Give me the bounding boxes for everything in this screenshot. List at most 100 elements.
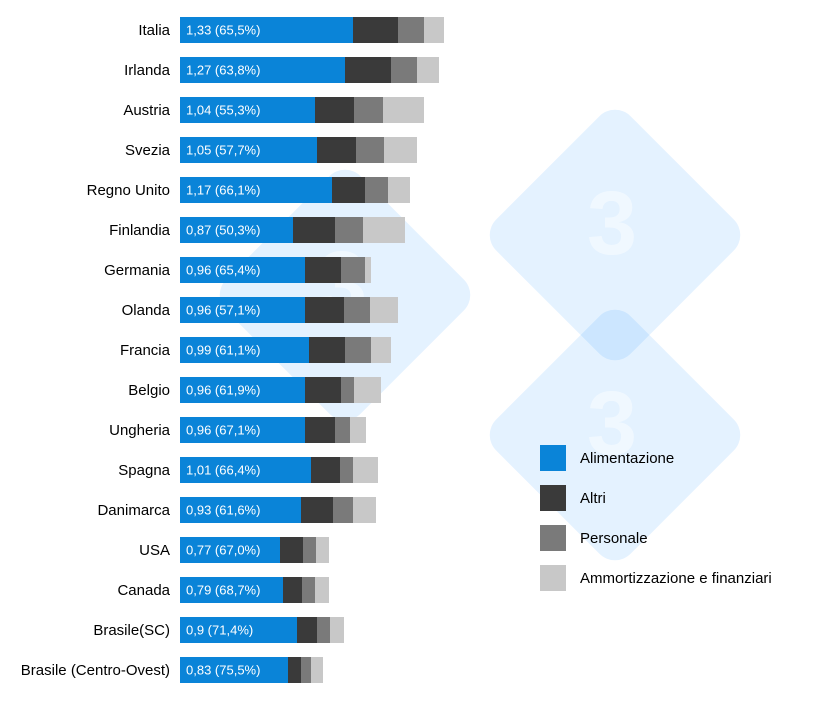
bar: 1,01 (66,4%) bbox=[180, 457, 378, 483]
legend-swatch bbox=[540, 485, 566, 511]
bar-segment bbox=[353, 497, 376, 523]
legend-item: Altri bbox=[540, 478, 772, 518]
chart-row: Finlandia 0,87 (50,3%) bbox=[0, 210, 550, 250]
bar-segment bbox=[288, 657, 301, 683]
bar-value-label: 0,83 (75,5%) bbox=[186, 663, 260, 678]
bar: 1,05 (57,7%) bbox=[180, 137, 417, 163]
bar-segment bbox=[297, 617, 317, 643]
bar-segment bbox=[365, 177, 388, 203]
chart-row: Francia 0,99 (61,1%) bbox=[0, 330, 550, 370]
row-label: Belgio bbox=[0, 382, 180, 399]
bar: 0,77 (67,0%) bbox=[180, 537, 329, 563]
bar-value-label: 0,87 (50,3%) bbox=[186, 223, 260, 238]
bar-segment bbox=[302, 577, 315, 603]
bar-segment bbox=[305, 297, 344, 323]
bar-segment bbox=[332, 177, 365, 203]
row-label: Irlanda bbox=[0, 62, 180, 79]
bar-segment bbox=[383, 97, 425, 123]
legend-swatch bbox=[540, 445, 566, 471]
legend-swatch bbox=[540, 565, 566, 591]
bar-segment bbox=[335, 417, 351, 443]
chart-legend: Alimentazione Altri Personale Ammortizzazio… bbox=[540, 438, 772, 598]
bar-segment bbox=[424, 17, 444, 43]
chart-row: Brasile(SC)0,9 (71,4%) bbox=[0, 610, 550, 650]
bar-segment bbox=[315, 577, 329, 603]
bar-value-label: 1,01 (66,4%) bbox=[186, 463, 260, 478]
bar: 0,96 (65,4%) bbox=[180, 257, 371, 283]
bar-segment bbox=[354, 97, 383, 123]
row-label: Olanda bbox=[0, 302, 180, 319]
row-label: Italia bbox=[0, 22, 180, 39]
bar-segment bbox=[280, 537, 303, 563]
bar-segment bbox=[303, 537, 316, 563]
bar-value-label: 0,99 (61,1%) bbox=[186, 343, 260, 358]
chart-row: Svezia1,05 (57,7%) bbox=[0, 130, 550, 170]
bar: 0,96 (61,9%) bbox=[180, 377, 381, 403]
bar-segment bbox=[330, 617, 344, 643]
row-label: USA bbox=[0, 542, 180, 559]
bar: 1,33 (65,5%) bbox=[180, 17, 444, 43]
legend-label: Altri bbox=[580, 490, 606, 507]
bar-segment bbox=[371, 337, 391, 363]
legend-swatch bbox=[540, 525, 566, 551]
bar-segment bbox=[301, 497, 334, 523]
bar: 0,96 (67,1%) bbox=[180, 417, 366, 443]
chart-row: USA 0,77 (67,0%) bbox=[0, 530, 550, 570]
row-label: Austria bbox=[0, 102, 180, 119]
bar-segment bbox=[341, 377, 354, 403]
bar-segment bbox=[305, 257, 341, 283]
bar: 0,79 (68,7%) bbox=[180, 577, 329, 603]
bar-segment bbox=[388, 177, 410, 203]
bar-segment bbox=[311, 657, 323, 683]
legend-label: Alimentazione bbox=[580, 450, 674, 467]
bar-segment bbox=[391, 57, 417, 83]
legend-item: Personale bbox=[540, 518, 772, 558]
bar-segment bbox=[345, 57, 391, 83]
bar-segment bbox=[370, 297, 399, 323]
bar-segment bbox=[283, 577, 303, 603]
chart-row: Brasile (Centro-Ovest)0,83 (75,5%) bbox=[0, 650, 550, 690]
bar-segment bbox=[353, 457, 378, 483]
bar-segment bbox=[365, 257, 372, 283]
bar-value-label: 1,33 (65,5%) bbox=[186, 23, 260, 38]
bar-segment bbox=[309, 337, 345, 363]
bar-value-label: 0,9 (71,4%) bbox=[186, 623, 253, 638]
chart-row: Regno Unito 1,17 (66,1%) bbox=[0, 170, 550, 210]
bar-value-label: 0,96 (57,1%) bbox=[186, 303, 260, 318]
legend-label: Personale bbox=[580, 530, 648, 547]
chart-row: Austria1,04 (55,3%) bbox=[0, 90, 550, 130]
bar-value-label: 1,17 (66,1%) bbox=[186, 183, 260, 198]
bar-segment bbox=[354, 377, 381, 403]
bar-segment bbox=[398, 17, 424, 43]
chart-row: Canada0,79 (68,7%) bbox=[0, 570, 550, 610]
row-label: Spagna bbox=[0, 462, 180, 479]
chart-row: Irlanda1,27 (63,8%) bbox=[0, 50, 550, 90]
bar-value-label: 0,77 (67,0%) bbox=[186, 543, 260, 558]
legend-label: Ammortizzazione e finanziari bbox=[580, 570, 772, 587]
bar-value-label: 0,93 (61,6%) bbox=[186, 503, 260, 518]
bar-segment bbox=[384, 137, 417, 163]
legend-item: Alimentazione bbox=[540, 438, 772, 478]
bar-segment bbox=[344, 297, 370, 323]
bar-segment bbox=[293, 217, 335, 243]
bar-value-label: 0,79 (68,7%) bbox=[186, 583, 260, 598]
row-label: Regno Unito bbox=[0, 182, 180, 199]
bar-value-label: 0,96 (67,1%) bbox=[186, 423, 260, 438]
bar-segment bbox=[356, 137, 385, 163]
bar-segment bbox=[341, 257, 364, 283]
bar: 1,04 (55,3%) bbox=[180, 97, 424, 123]
bar-segment bbox=[340, 457, 353, 483]
bar-value-label: 0,96 (61,9%) bbox=[186, 383, 260, 398]
bar-segment bbox=[317, 137, 356, 163]
bar-segment bbox=[350, 417, 366, 443]
watermark-digit: 3 bbox=[587, 173, 637, 276]
bar-segment bbox=[316, 537, 329, 563]
bar-segment bbox=[363, 217, 405, 243]
bar-segment bbox=[333, 497, 353, 523]
chart-row: Ungheria0,96 (67,1%) bbox=[0, 410, 550, 450]
row-label: Francia bbox=[0, 342, 180, 359]
bar-segment bbox=[317, 617, 330, 643]
bar-segment bbox=[353, 17, 399, 43]
row-label: Finlandia bbox=[0, 222, 180, 239]
bar: 0,99 (61,1%) bbox=[180, 337, 391, 363]
